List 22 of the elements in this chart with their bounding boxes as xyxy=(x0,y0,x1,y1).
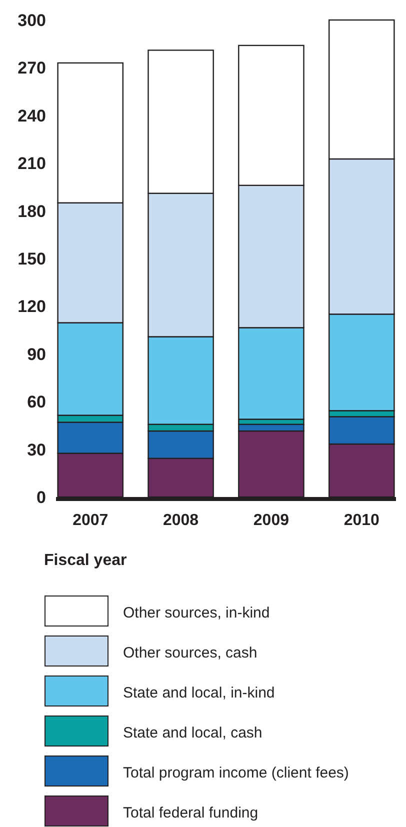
y-tick-label: 240 xyxy=(18,106,46,126)
legend-label: Total program income (client fees) xyxy=(123,764,349,782)
x-tick-label: 2007 xyxy=(72,512,108,529)
legend-label: Other sources, cash xyxy=(123,644,258,662)
y-tick-label: 150 xyxy=(18,249,46,268)
x-axis-title: Fiscal year xyxy=(44,552,127,569)
y-tick-label: 270 xyxy=(18,58,46,78)
y-tick-label: 210 xyxy=(18,154,46,174)
legend-label: State and local, in-kind xyxy=(123,684,275,702)
y-tick-label: 30 xyxy=(27,440,46,460)
y-tick-label: 0 xyxy=(36,488,46,507)
y-tick-label: 60 xyxy=(27,392,46,412)
legend-label: Other sources, in-kind xyxy=(123,604,270,622)
y-tick-label: 300 xyxy=(18,10,46,30)
legend-label: Total federal funding xyxy=(123,804,258,822)
y-tick-label: 90 xyxy=(27,344,46,364)
x-tick-label: 2010 xyxy=(344,512,380,529)
x-tick-label: 2008 xyxy=(162,512,199,529)
y-tick-label: 180 xyxy=(18,202,46,221)
x-tick-label: 2009 xyxy=(253,512,290,529)
y-tick-label: 120 xyxy=(18,297,46,316)
legend-label: State and local, cash xyxy=(123,724,262,742)
